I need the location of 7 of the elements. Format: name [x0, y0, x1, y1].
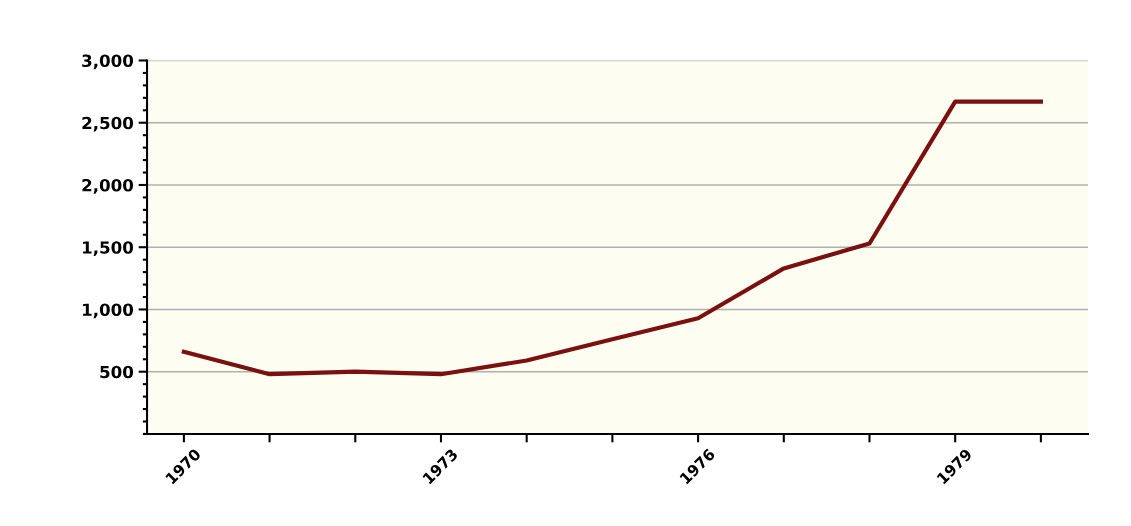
y-tick-label: 500 [100, 365, 134, 379]
line-series [181, 99, 1043, 377]
y-tick-label: 1,000 [83, 303, 134, 319]
y-tick-label: 2,000 [82, 178, 134, 194]
y-tick-label: 2,500 [82, 116, 134, 132]
y-tick-label: 1,500 [83, 241, 134, 256]
y-tick-label: 3,000 [82, 54, 134, 70]
